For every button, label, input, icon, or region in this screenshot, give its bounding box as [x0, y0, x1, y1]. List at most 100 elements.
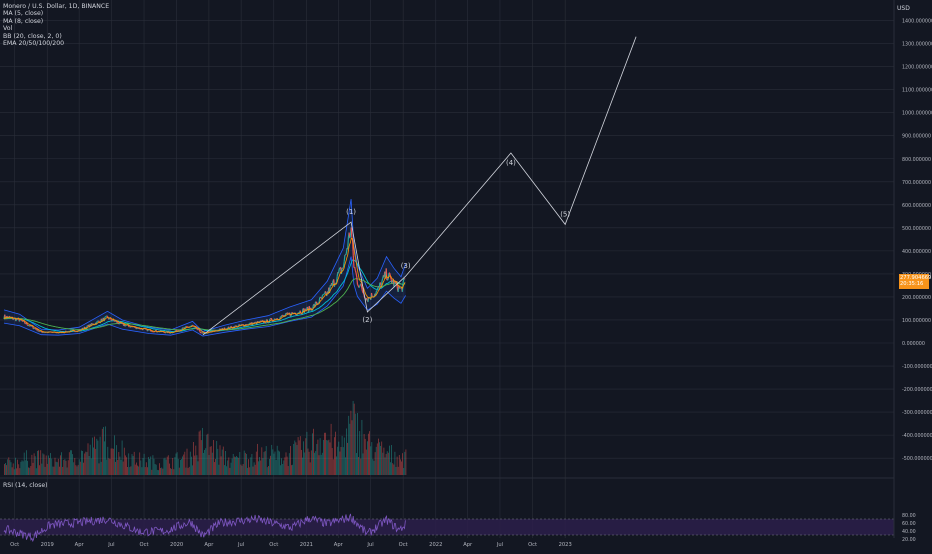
price-candle [231, 326, 232, 327]
x-tick-label: 2021 [300, 542, 313, 548]
volume-bar [287, 457, 288, 475]
y-tick-label: -500.000000 [902, 456, 932, 462]
rsi-tick-label: 60.00 [902, 521, 916, 527]
volume-bar [34, 453, 35, 475]
volume-bar [76, 465, 77, 475]
legend-ma5[interactable]: MA (5, close) [3, 10, 109, 17]
volume-bar [82, 451, 83, 475]
volume-bar [274, 454, 275, 475]
volume-bar [231, 463, 232, 475]
volume-bar [156, 465, 157, 475]
volume-bar [129, 467, 130, 475]
volume-bar [336, 456, 337, 475]
volume-bar [307, 432, 308, 475]
volume-bar [200, 430, 201, 475]
volume-bar [37, 451, 38, 475]
rsi-tick-label: 40.00 [902, 529, 916, 535]
volume-bar [203, 453, 204, 475]
volume-bar [39, 465, 40, 475]
wave-label: (1) [346, 208, 356, 216]
volume-bar [84, 454, 85, 475]
volume-bar [167, 457, 168, 475]
volume-bar [162, 469, 163, 475]
volume-bar [282, 464, 283, 475]
y-tick-label: 500.000000 [902, 226, 931, 232]
volume-bar [316, 444, 317, 475]
legend-ema[interactable]: EMA 20/50/100/200 [3, 40, 109, 47]
volume-bar [199, 432, 200, 475]
volume-bar [7, 459, 8, 475]
volume-bar [194, 456, 195, 475]
volume-bar [298, 437, 299, 475]
wave-label: (2) [362, 316, 372, 324]
volume-bar [192, 465, 193, 475]
volume-bar [281, 458, 282, 475]
volume-bar [400, 459, 401, 475]
volume-bar [191, 457, 192, 475]
wave-label: (4) [506, 159, 516, 167]
volume-bar [6, 465, 7, 475]
volume-bar [277, 446, 278, 475]
volume-bar [224, 465, 225, 475]
wave-label: (5) [560, 210, 570, 218]
rsi-legend[interactable]: RSI (14, close) [3, 482, 48, 489]
volume-bar [391, 445, 392, 475]
volume-bar [92, 438, 93, 475]
volume-bar [219, 465, 220, 475]
volume-bar [122, 441, 123, 475]
legend-ma8[interactable]: MA (8, close) [3, 18, 109, 25]
price-candle [125, 325, 126, 326]
volume-bar [402, 453, 403, 475]
volume-bar [114, 435, 115, 475]
volume-bar [303, 441, 304, 475]
currency-label[interactable]: USD [897, 5, 910, 12]
price-candle [199, 330, 200, 332]
volume-bar [228, 457, 229, 475]
volume-bar [100, 437, 101, 475]
volume-bar [182, 456, 183, 475]
volume-bar [396, 467, 397, 475]
legend-bb[interactable]: BB (20, close, 2, 0) [3, 33, 109, 40]
price-candle [350, 236, 351, 239]
price-candle [136, 328, 137, 329]
volume-bar [38, 450, 39, 475]
volume-bar [406, 449, 407, 475]
volume-bar [81, 451, 82, 475]
volume-bar [321, 455, 322, 475]
volume-bar [197, 455, 198, 475]
volume-bar [249, 467, 250, 475]
volume-bar [364, 434, 365, 475]
legend-vol[interactable]: Vol [3, 25, 109, 32]
volume-bar [222, 450, 223, 475]
volume-bar [90, 445, 91, 475]
volume-bar [309, 452, 310, 475]
volume-bar [15, 458, 16, 475]
volume-bar [217, 449, 218, 475]
y-tick-label: 1300.000000 [902, 42, 932, 48]
price-candle [323, 294, 324, 295]
last-price-tag: 277.904669 20:35:16 [899, 274, 929, 289]
volume-bar [4, 464, 5, 475]
volume-bar [267, 467, 268, 475]
y-tick-label: 100.000000 [902, 318, 931, 324]
symbol-title[interactable]: Monero / U.S. Dollar, 1D, BINANCE [3, 3, 109, 10]
volume-bar [310, 462, 311, 475]
volume-bar [333, 459, 334, 475]
volume-bar [68, 460, 69, 475]
volume-bar [91, 458, 92, 475]
volume-bar [131, 466, 132, 475]
x-tick-label: Oct [140, 542, 149, 548]
volume-bar [347, 443, 348, 475]
rsi-tick-label: 80.00 [902, 513, 916, 519]
price-candle [339, 269, 340, 273]
volume-bar [225, 451, 226, 475]
volume-bar [388, 453, 389, 475]
volume-bar [365, 439, 366, 475]
volume-bar [111, 448, 112, 475]
volume-bar [176, 454, 177, 475]
volume-bar [121, 460, 122, 475]
volume-bar [233, 454, 234, 475]
volume-bar [153, 455, 154, 475]
